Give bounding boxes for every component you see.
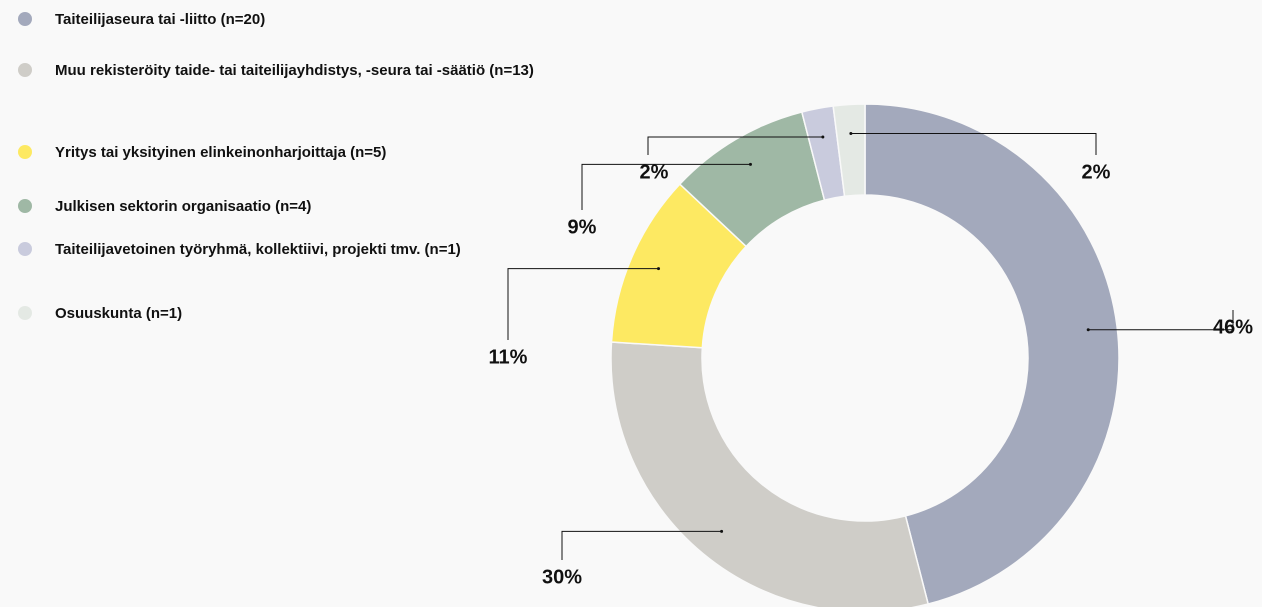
- leader-line: [507, 268, 659, 340]
- data-label: 2%: [640, 161, 669, 183]
- legend-item: Osuuskunta (n=1): [18, 304, 182, 324]
- legend-swatch: [18, 199, 32, 213]
- legend-label: Taiteilijavetoinen työryhmä, kollektiivi…: [55, 241, 461, 258]
- leader-dot: [657, 267, 661, 271]
- legend-item: Muu rekisteröity taide- tai taiteilijayh…: [18, 61, 534, 81]
- leader-line: [850, 132, 1097, 155]
- leader-dot: [821, 135, 825, 139]
- leader-dot: [1086, 328, 1090, 332]
- data-label: 30%: [542, 566, 582, 588]
- leader-line: [1088, 310, 1234, 331]
- data-label: 11%: [489, 346, 528, 368]
- legend-item: Taiteilijaseura tai -liitto (n=20): [18, 10, 265, 30]
- legend-label: Osuuskunta (n=1): [55, 305, 183, 322]
- legend-item: Julkisen sektorin organisaatio (n=4): [18, 197, 311, 217]
- leader-dot: [720, 529, 724, 533]
- legend-swatch: [18, 12, 32, 26]
- legend-swatch: [18, 306, 32, 320]
- data-label: 46%: [1213, 316, 1253, 338]
- legend-swatch: [18, 63, 32, 77]
- leader-dot: [748, 162, 752, 166]
- legend-item: Yritys tai yksityinen elinkeinonharjoitt…: [18, 143, 386, 163]
- leader-line: [647, 136, 823, 155]
- legend-label: Julkisen sektorin organisaatio (n=4): [55, 198, 312, 215]
- leader-line: [581, 163, 751, 210]
- donut-slice: [832, 103, 866, 198]
- legend-item: Taiteilijavetoinen työryhmä, kollektiivi…: [18, 240, 461, 260]
- leader-dot: [849, 131, 853, 135]
- donut-slice: [610, 341, 930, 607]
- legend-label: Yritys tai yksityinen elinkeinonharjoitt…: [55, 144, 387, 161]
- legend-label: Taiteilijaseura tai -liitto (n=20): [55, 11, 266, 28]
- donut-slice: [864, 103, 1120, 605]
- data-label: 2%: [1082, 161, 1111, 183]
- data-label: 9%: [568, 216, 597, 238]
- legend-swatch: [18, 145, 32, 159]
- leader-line: [561, 530, 722, 560]
- legend-swatch: [18, 242, 32, 256]
- legend-label: Muu rekisteröity taide- tai taiteilijayh…: [55, 62, 534, 79]
